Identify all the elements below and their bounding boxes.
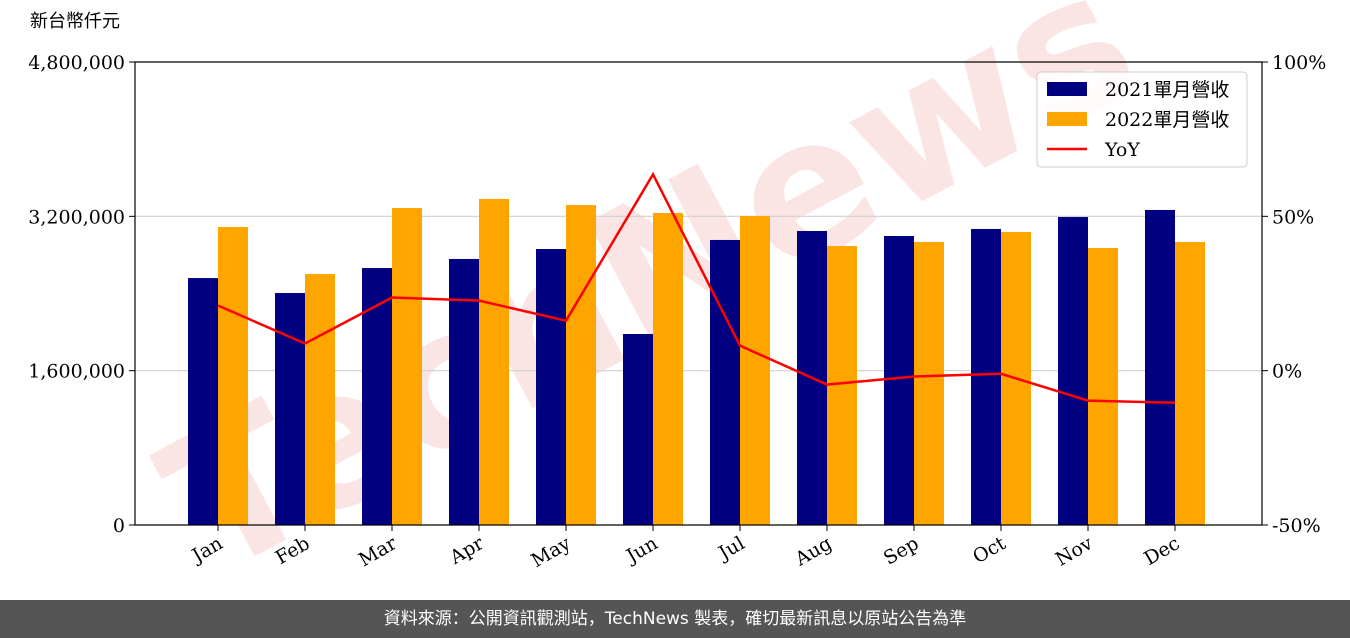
x-tick-label: Jul (713, 532, 748, 565)
bar (304, 274, 335, 525)
x-tick-label: Aug (791, 532, 836, 571)
bar (478, 198, 509, 526)
legend-swatch (1047, 82, 1087, 96)
bar (187, 278, 218, 525)
y-tick-label: 3,200,000 (28, 206, 125, 228)
x-tick-label: Dec (1140, 532, 1183, 570)
chart: 新台幣仟元 TechNews 01,600,0003,200,0004,800,… (28, 0, 1326, 618)
x-tick-label: May (528, 532, 575, 572)
y-tick-label: 1,600,000 (28, 361, 125, 383)
source-footer: 資料來源：公開資訊觀測站，TechNews 製表，確切最新訊息以原站公告為準 (0, 600, 1350, 638)
bar (565, 205, 596, 525)
y-axis-unit: 新台幣仟元 (30, 11, 120, 32)
y-tick-label: 0 (113, 515, 125, 537)
y2-tick-label: -50% (1272, 515, 1321, 537)
x-tick-label: Sep (880, 532, 923, 569)
legend-box (1036, 71, 1248, 168)
y-tick-label: 4,800,000 (28, 52, 125, 74)
bar (709, 239, 740, 525)
legend-label: 2021單月營收 (1105, 79, 1229, 101)
bar (970, 228, 1001, 526)
bar (913, 241, 944, 525)
legend-label: YoY (1104, 139, 1140, 161)
y2-tick-label: 100% (1272, 52, 1326, 74)
bar (1174, 241, 1205, 525)
legend-swatch (1047, 112, 1087, 126)
bar (652, 212, 683, 526)
y2-tick-label: 50% (1272, 206, 1314, 228)
plot-frame (134, 61, 1263, 526)
x-tick-label: Nov (1052, 532, 1097, 571)
bar (883, 236, 914, 525)
bar (217, 227, 248, 525)
bar (1057, 217, 1088, 525)
x-tick-label: Oct (969, 532, 1010, 568)
bar (535, 249, 566, 525)
bar (448, 258, 479, 525)
bar (391, 208, 422, 526)
bar (826, 246, 857, 526)
bar (1087, 247, 1118, 525)
bar (1144, 209, 1175, 525)
bar (622, 334, 653, 525)
x-tick-label: Jun (621, 532, 662, 568)
line (217, 171, 1176, 405)
x-tick-label: Apr (445, 532, 488, 569)
y2-tick-label: 0% (1272, 361, 1302, 383)
bar (274, 293, 305, 525)
legend-label: 2022單月營收 (1105, 109, 1229, 131)
bar (739, 216, 770, 526)
